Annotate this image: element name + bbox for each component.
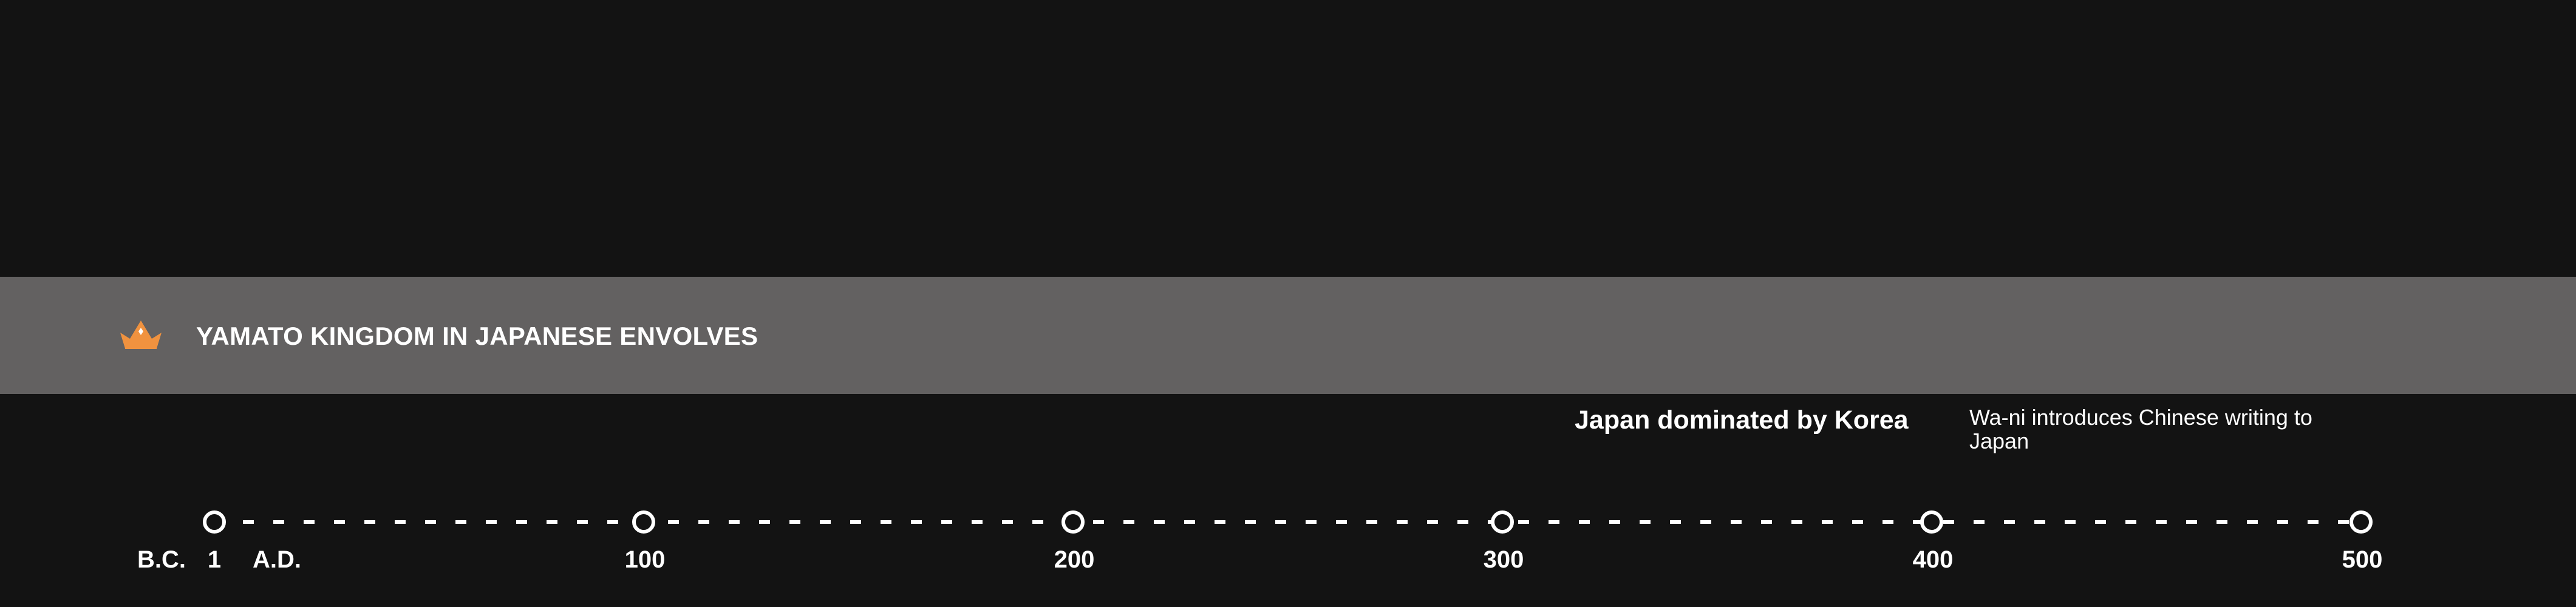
tick-label-400: 400: [1912, 546, 1954, 573]
tick-marker-400: [1920, 510, 1943, 534]
period-title: YAMATO KINGDOM IN JAPANESE ENVOLVES: [196, 322, 758, 350]
tick-label-500: 500: [2342, 546, 2383, 573]
crown-icon: [120, 320, 162, 349]
tick-label-200: 200: [1054, 546, 1095, 573]
tick-marker-500: [2349, 510, 2373, 534]
event-label-korea: Japan dominated by Korea: [1575, 405, 1909, 435]
tick-marker-1: [203, 510, 226, 534]
timeline-axis: [203, 510, 2373, 534]
tick-marker-200: [1061, 510, 1085, 534]
event-label-wani: Wa-ni introduces Chinese writing to Japa…: [1969, 405, 2312, 453]
tick-label-300: 300: [1483, 546, 1524, 573]
tick-label-1: 1: [207, 546, 222, 573]
tick-marker-300: [1491, 510, 1514, 534]
tick-marker-100: [632, 510, 655, 534]
era-label-bc: B.C.: [137, 546, 186, 573]
period-band: [0, 277, 2576, 394]
tick-label-100: 100: [624, 546, 666, 573]
era-label-ad: A.D.: [253, 546, 301, 573]
